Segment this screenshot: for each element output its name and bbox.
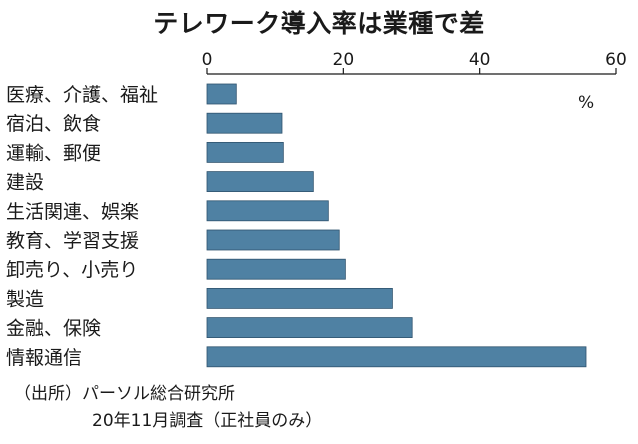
category-label: 教育、学習支援 xyxy=(6,230,139,252)
bar xyxy=(206,287,393,309)
bar xyxy=(206,171,314,193)
unit-label: % xyxy=(578,93,594,113)
bar xyxy=(206,200,329,222)
category-label: 宿泊、飲食 xyxy=(6,113,101,135)
x-axis: 0 20 40 60 xyxy=(202,50,627,75)
bar xyxy=(206,317,413,339)
bar xyxy=(206,141,284,163)
bar xyxy=(206,112,283,134)
x-tick-label: 20 xyxy=(333,50,355,70)
category-label: 運輸、郵便 xyxy=(6,142,101,164)
category-label: 生活関連、娯楽 xyxy=(6,201,139,223)
bars xyxy=(206,83,587,368)
category-label: 金融、保険 xyxy=(6,318,101,340)
category-labels: 医療、介護、福祉宿泊、飲食運輸、郵便建設生活関連、娯楽教育、学習支援卸売り、小売… xyxy=(6,84,158,369)
bar xyxy=(206,258,346,280)
x-tick-label: 60 xyxy=(605,50,627,70)
category-label: 情報通信 xyxy=(6,347,82,369)
chart-title: テレワーク導入率は業種で差 xyxy=(153,9,485,38)
category-label: 卸売り、小売り xyxy=(6,259,138,281)
source-line-2: 20年11月調査（正社員のみ） xyxy=(92,411,323,431)
x-tick-label: 0 xyxy=(202,50,213,70)
source-line-1: （出所）パーソル総合研究所 xyxy=(14,384,235,404)
category-label: 製造 xyxy=(6,288,44,310)
category-label: 医療、介護、福祉 xyxy=(6,84,158,106)
bar xyxy=(206,83,237,105)
category-label: 建設 xyxy=(6,172,44,194)
x-tick-label: 40 xyxy=(469,50,491,70)
bar xyxy=(206,346,587,368)
source-note: （出所）パーソル総合研究所 20年11月調査（正社員のみ） xyxy=(14,381,322,435)
bar xyxy=(206,229,340,251)
